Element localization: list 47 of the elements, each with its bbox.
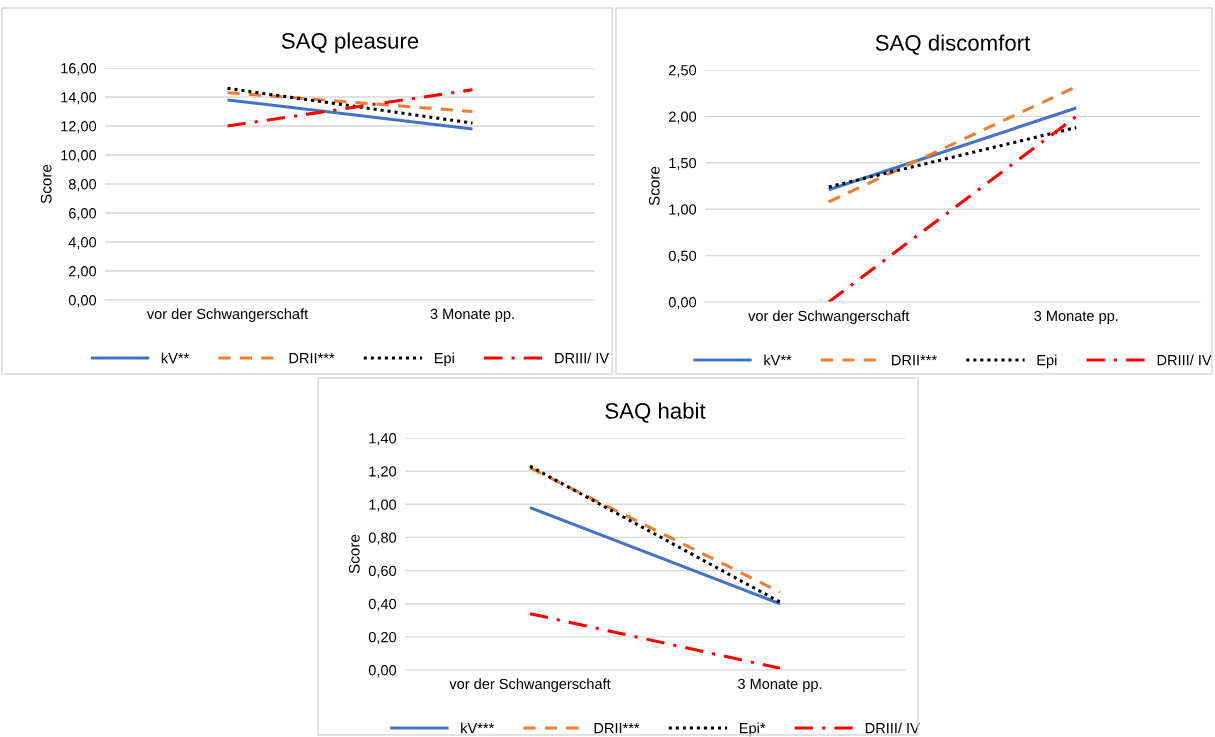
legend-label: DRIII/ IV	[865, 722, 920, 734]
y-tick-label: 0,60	[368, 565, 397, 578]
legend-label: DRIII/ IV	[555, 352, 610, 364]
x-tick-label: vor der Schwangerschaft	[748, 310, 910, 324]
y-tick-label: 1,50	[669, 157, 697, 170]
y-tick-label: 0,80	[368, 532, 397, 545]
y-tick-label: 8,00	[68, 179, 97, 192]
y-tick-label: 0,00	[368, 665, 397, 678]
y-tick-label: 16,00	[61, 63, 97, 76]
x-tick-label: 3 Monate pp.	[430, 308, 514, 322]
y-tick-label: 10,00	[61, 150, 97, 163]
chart-title: SAQ discomfort	[875, 34, 1031, 55]
legend-label: DRII***	[289, 353, 335, 364]
legend-label: Epi	[434, 352, 454, 367]
y-tick-label: 2,00	[69, 266, 97, 279]
y-tick-label: 1,40	[369, 433, 397, 446]
x-tick-label: vor der Schwangerschaft	[449, 678, 611, 692]
y-tick-label: 1,00	[369, 499, 397, 512]
x-tick-label: vor der Schwangerschaft	[146, 308, 309, 322]
y-tick-label: 1,20	[369, 466, 397, 479]
legend-label: Epi	[1037, 354, 1057, 369]
y-axis-title: Score	[40, 164, 52, 204]
y-tick-label: 0,00	[668, 297, 697, 310]
legend-label: kV**	[764, 354, 792, 366]
legend-label: kV***	[461, 722, 495, 734]
chart-title: SAQ habit	[605, 402, 706, 423]
x-tick-label: 3 Monate pp.	[1034, 310, 1118, 324]
y-tick-label: 6,00	[69, 208, 97, 221]
y-tick-label: 12,00	[61, 121, 97, 134]
x-tick-label: 3 Monate pp.	[738, 678, 822, 692]
y-tick-label: 0,50	[668, 250, 697, 263]
y-tick-label: 2,00	[669, 111, 697, 124]
y-tick-label: 4,00	[68, 237, 97, 250]
y-tick-label: 1,00	[669, 204, 697, 217]
legend-label: Epi*	[739, 722, 766, 737]
y-tick-label: 0,20	[368, 631, 397, 645]
chart-title: SAQ pleasure	[281, 32, 419, 54]
y-tick-label: 0,00	[68, 295, 97, 308]
y-axis-title: Score	[648, 166, 660, 206]
legend-label: DRII***	[892, 355, 937, 366]
y-axis-title: Score	[348, 534, 360, 574]
legend-label: DRIII/ IV	[1157, 354, 1212, 366]
legend-label: kV**	[161, 352, 190, 364]
y-tick-label: 0,40	[368, 598, 397, 611]
y-tick-label: 2,50	[669, 65, 697, 78]
legend-label: DRII***	[594, 723, 640, 734]
y-tick-label: 14,00	[61, 92, 97, 105]
